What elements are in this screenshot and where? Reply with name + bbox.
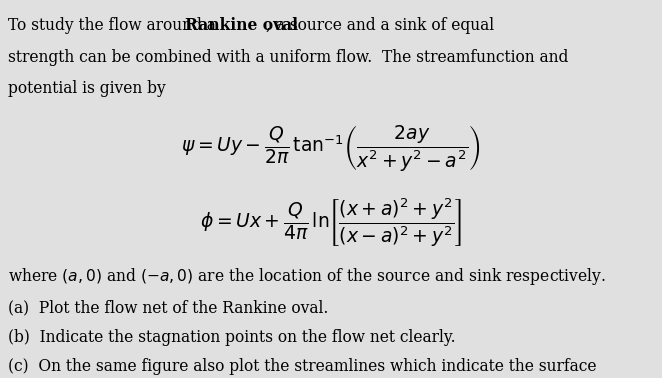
Text: , a source and a sink of equal: , a source and a sink of equal xyxy=(266,17,495,34)
Text: (c)  On the same figure also plot the streamlines which indicate the surface: (c) On the same figure also plot the str… xyxy=(8,358,596,375)
Text: potential is given by: potential is given by xyxy=(8,80,165,97)
Text: (a)  Plot the flow net of the Rankine oval.: (a) Plot the flow net of the Rankine ova… xyxy=(8,299,328,316)
Text: $\phi = Ux + \dfrac{Q}{4\pi}\,\ln\!\left[\dfrac{(x+a)^2 + y^2}{(x-a)^2 + y^2}\ri: $\phi = Ux + \dfrac{Q}{4\pi}\,\ln\!\left… xyxy=(200,197,462,249)
Text: $\psi = Uy - \dfrac{Q}{2\pi}\,\tan^{-1}\!\left(\dfrac{2ay}{x^2 + y^2 - a^2}\righ: $\psi = Uy - \dfrac{Q}{2\pi}\,\tan^{-1}\… xyxy=(181,123,481,173)
Text: strength can be combined with a uniform flow.  The streamfunction and: strength can be combined with a uniform … xyxy=(8,49,568,66)
Text: where $(a, 0)$ and $(-a, 0)$ are the location of the source and sink respectivel: where $(a, 0)$ and $(-a, 0)$ are the loc… xyxy=(8,266,606,288)
Text: (b)  Indicate the stagnation points on the flow net clearly.: (b) Indicate the stagnation points on th… xyxy=(8,329,455,346)
Text: Rankine oval: Rankine oval xyxy=(185,17,299,34)
Text: To study the flow around a: To study the flow around a xyxy=(8,17,220,34)
